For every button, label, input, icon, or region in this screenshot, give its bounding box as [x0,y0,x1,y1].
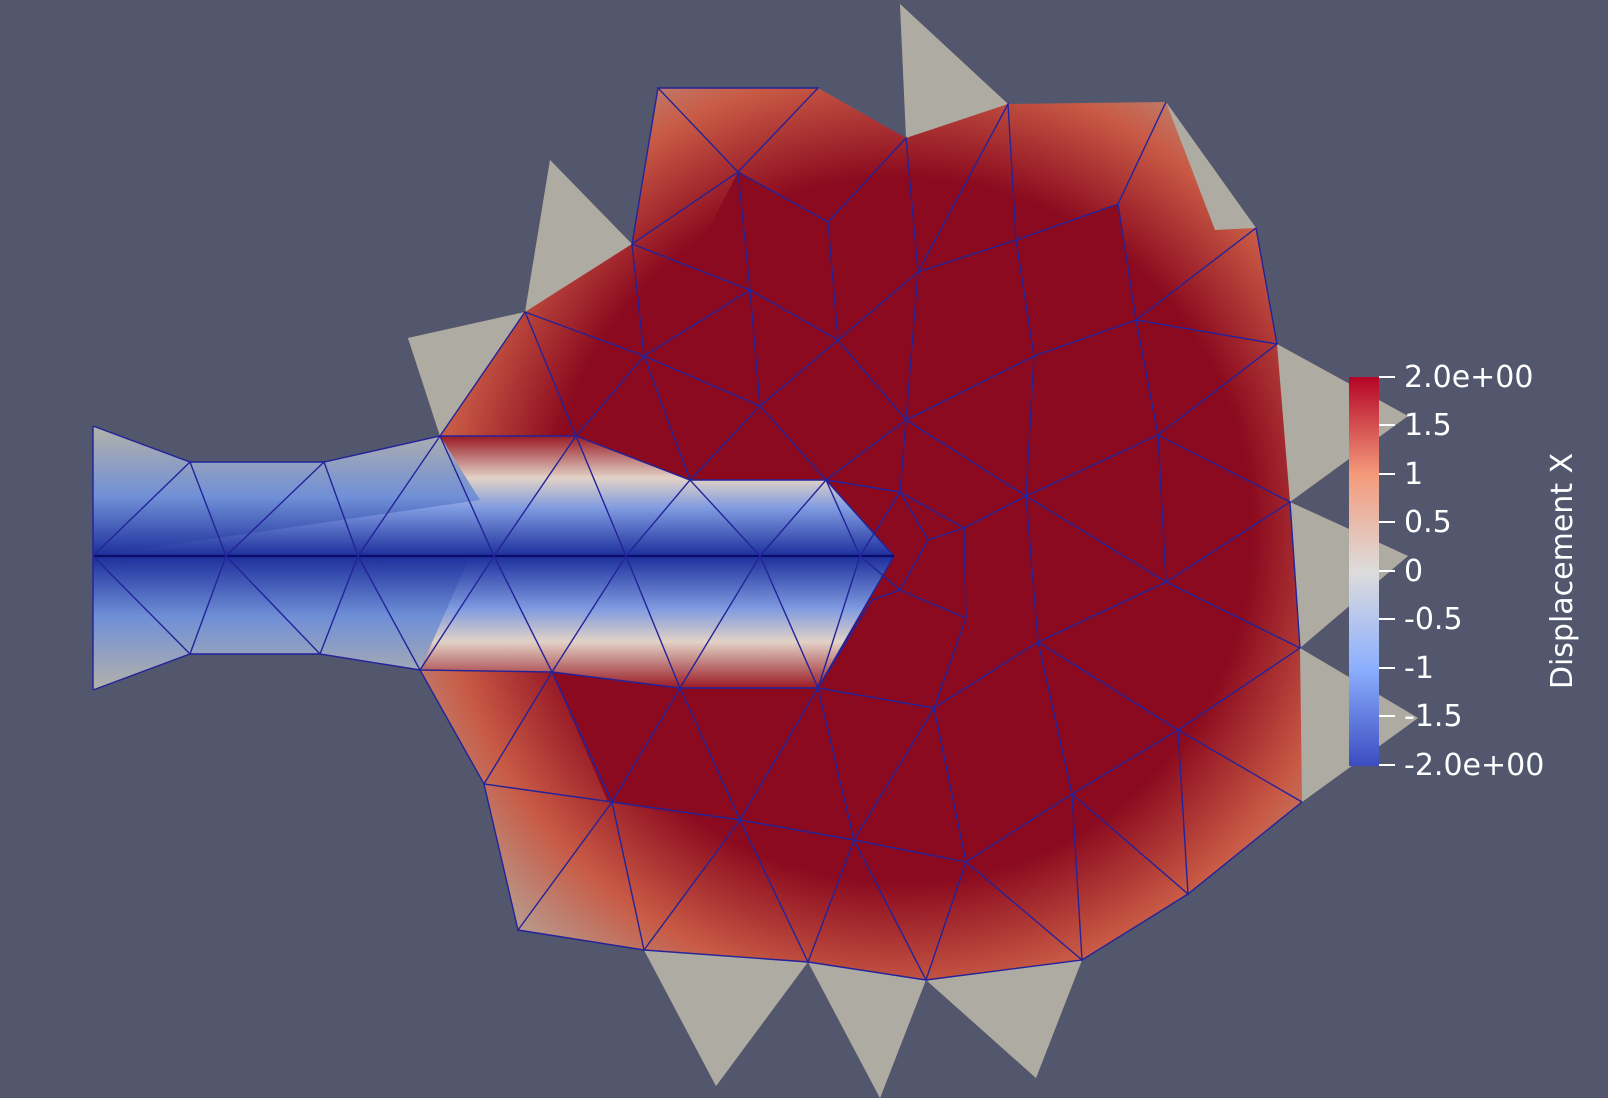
colorbar-title: Displacement X [1545,453,1580,689]
mesh-wireframe [92,87,1303,982]
left-arm-upper [93,426,480,556]
mesh-core-region [552,172,1178,862]
colorbar-tick-label-7: -1.5 [1404,699,1463,734]
colorbar-tick-label-2: 1 [1404,457,1423,492]
colorbar-tick-label-8: -2.0e+00 [1404,748,1544,783]
colorbar-tick-label-6: -1 [1404,651,1434,686]
colorbar-tick-label-3: 0.5 [1404,505,1452,540]
left-arm-lower [93,556,470,690]
colorbar-tick-label-5: -0.5 [1404,602,1463,637]
colorbar: 2.0e+00 1.5 1 0.5 0 -0.5 -1 -1.5 -2.0e+0… [1349,360,1580,783]
mesh-boundary-cells [408,4,1418,1098]
colorbar-ticks [1379,376,1395,766]
colorbar-tick-label-4: 0 [1404,554,1423,589]
colorbar-tick-label-0: 2.0e+00 [1404,360,1533,395]
colorbar-gradient [1349,377,1379,766]
colorbar-tick-label-1: 1.5 [1404,408,1452,443]
